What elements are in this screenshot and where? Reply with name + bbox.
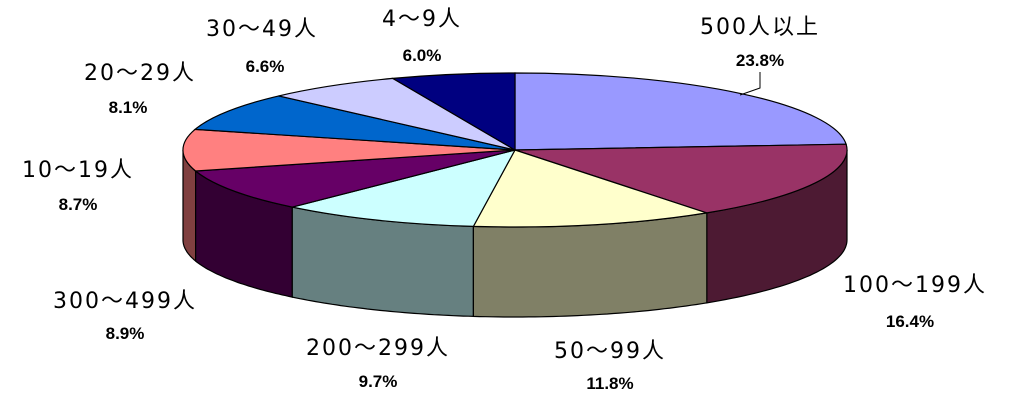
pie-slice-30-49 — [278, 77, 516, 151]
pie-slice-500 — [514, 72, 847, 151]
slice-percent-label: 6.6% — [246, 57, 285, 76]
pie-tops — [182, 72, 848, 228]
slice-category-label: 4～9人 — [382, 7, 462, 32]
pie-slice-100-199 — [514, 143, 848, 214]
slice-category-label: 200～299人 — [306, 336, 450, 361]
slice-percent-label: 11.8% — [586, 374, 633, 393]
slice-category-label: 100～199人 — [843, 273, 987, 298]
slice-percent-label: 23.8% — [736, 51, 784, 70]
pie-sides — [182, 149, 848, 318]
slice-percent-label: 8.7% — [59, 195, 98, 214]
pie-slice-200-299 — [292, 149, 517, 228]
pie-side-50-99 — [472, 212, 708, 318]
slice-labels: 500人以上 23.8% 100～199人 16.4% 50～99人 11.8% 200～2… — [22, 7, 987, 393]
slice-category-label: 30～49人 — [206, 17, 318, 42]
slice-percent-label: 6.0% — [403, 46, 442, 65]
pie-slice-50-99 — [472, 149, 707, 228]
slice-percent-label: 8.1% — [109, 98, 148, 117]
slice-percent-label: 9.7% — [359, 372, 398, 391]
pie-slice-300-499 — [194, 149, 516, 208]
slice-category-label: 50～99人 — [554, 339, 666, 364]
slice-category-label: 500人以上 — [700, 15, 820, 40]
slice-percent-label: 8.9% — [106, 324, 145, 343]
leader-line — [739, 72, 761, 96]
slice-percent-label: 16.4% — [886, 312, 934, 331]
leader-lines — [739, 72, 761, 96]
slice-category-label: 300～499人 — [53, 289, 197, 314]
pie-slice-10-19 — [182, 128, 516, 172]
pie-slice-20-29 — [193, 95, 516, 151]
pie-slice-4-9 — [390, 72, 516, 152]
slice-category-label: 20～29人 — [84, 61, 196, 86]
slice-category-label: 10～19人 — [22, 158, 134, 183]
